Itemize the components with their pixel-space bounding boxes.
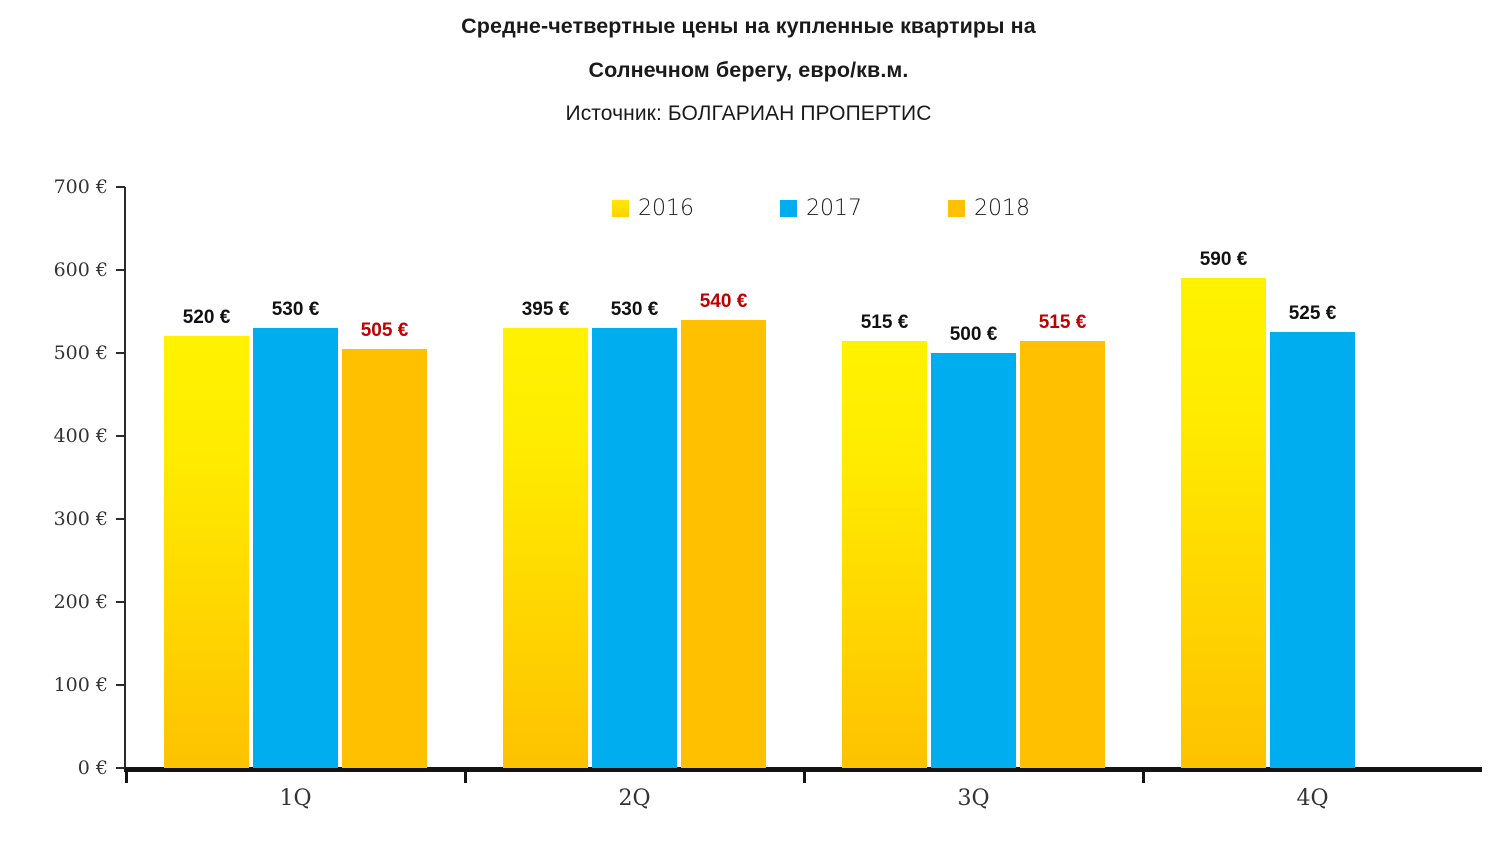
legend-swatch-icon-2018 bbox=[948, 200, 965, 217]
bar-value-label-2q-2016: 395 € bbox=[521, 299, 570, 321]
bar-value-label-2q-2018: 540 € bbox=[699, 290, 748, 312]
chart-title-line-1: Средне-четвертные цены на купленные квар… bbox=[461, 14, 1036, 38]
bar-value-label-1q-2018: 505 € bbox=[360, 319, 409, 341]
bar-value-label-1q-2016: 520 € bbox=[182, 307, 231, 329]
bar-1q-2017[interactable] bbox=[253, 328, 338, 768]
bar-4q-2017[interactable] bbox=[1270, 332, 1355, 768]
chart-title-block: Средне-четвертные цены на купленные квар… bbox=[0, 4, 1497, 136]
legend-label-2016: 2016 bbox=[638, 196, 694, 221]
bar-4q-2016[interactable] bbox=[1181, 278, 1266, 768]
bar-value-label-4q-2016: 590 € bbox=[1199, 249, 1248, 271]
legend-label-2017: 2017 bbox=[806, 196, 862, 221]
y-axis-tick-mark bbox=[116, 684, 125, 686]
bar-2q-2016[interactable] bbox=[503, 328, 588, 768]
bar-value-label-3q-2018: 515 € bbox=[1038, 311, 1087, 333]
y-axis-line bbox=[124, 187, 126, 768]
y-axis-tick-mark bbox=[116, 767, 125, 769]
chart-legend: 2016 2017 2018 bbox=[612, 196, 1030, 221]
bar-value-label-2q-2017: 530 € bbox=[610, 299, 659, 321]
bar-2q-2017[interactable] bbox=[592, 328, 677, 768]
y-axis-tick-mark bbox=[116, 435, 125, 437]
y-axis-tick-label: 400 € bbox=[53, 425, 108, 447]
legend-label-2018: 2018 bbox=[974, 196, 1030, 221]
legend-swatch-icon-2017 bbox=[780, 200, 797, 217]
y-axis-tick-label: 100 € bbox=[53, 674, 108, 696]
x-axis-tick-mark bbox=[124, 772, 128, 783]
chart-title-line-2: Солнечном берегу, евро/кв.м. bbox=[588, 58, 909, 82]
x-axis-tick-label-1q: 1Q bbox=[279, 786, 312, 811]
bar-3q-2018[interactable] bbox=[1020, 340, 1105, 768]
x-axis-tick-label-3q: 3Q bbox=[957, 786, 990, 811]
legend-item-2018[interactable]: 2018 bbox=[948, 196, 1030, 221]
bar-3q-2016[interactable] bbox=[842, 340, 927, 768]
y-axis-tick-mark bbox=[116, 352, 125, 354]
legend-item-2016[interactable]: 2016 bbox=[612, 196, 694, 221]
x-axis-tick-mark bbox=[802, 772, 806, 783]
y-axis-tick-label: 0 € bbox=[77, 757, 108, 779]
y-axis-tick-mark bbox=[116, 518, 125, 520]
x-axis-tick-mark bbox=[1141, 772, 1145, 783]
y-axis-tick-label: 500 € bbox=[53, 342, 108, 364]
y-axis-tick-label: 600 € bbox=[53, 259, 108, 281]
bar-value-label-4q-2017: 525 € bbox=[1288, 303, 1337, 325]
bar-value-label-1q-2017: 530 € bbox=[271, 299, 320, 321]
x-axis-line bbox=[124, 767, 1482, 772]
y-axis-tick-label: 700 € bbox=[53, 176, 108, 198]
bar-2q-2018[interactable] bbox=[681, 319, 766, 768]
bar-1q-2016[interactable] bbox=[164, 336, 249, 768]
y-axis-tick-label: 200 € bbox=[53, 591, 108, 613]
x-axis-tick-label-4q: 4Q bbox=[1296, 786, 1329, 811]
y-axis-tick-label: 300 € bbox=[53, 508, 108, 530]
y-axis-tick-mark bbox=[116, 186, 125, 188]
bar-3q-2017[interactable] bbox=[931, 353, 1016, 768]
chart-subtitle-source: Источник: БОЛГАРИАН ПРОПЕРТИС bbox=[565, 102, 932, 125]
bar-1q-2018[interactable] bbox=[342, 348, 427, 768]
y-axis-tick-mark bbox=[116, 269, 125, 271]
y-axis-tick-mark bbox=[116, 601, 125, 603]
legend-item-2017[interactable]: 2017 bbox=[780, 196, 862, 221]
x-axis-tick-mark bbox=[463, 772, 467, 783]
bar-value-label-3q-2016: 515 € bbox=[860, 311, 909, 333]
x-axis-tick-label-2q: 2Q bbox=[618, 786, 651, 811]
legend-swatch-icon-2016 bbox=[612, 200, 629, 217]
bar-value-label-3q-2017: 500 € bbox=[949, 324, 998, 345]
